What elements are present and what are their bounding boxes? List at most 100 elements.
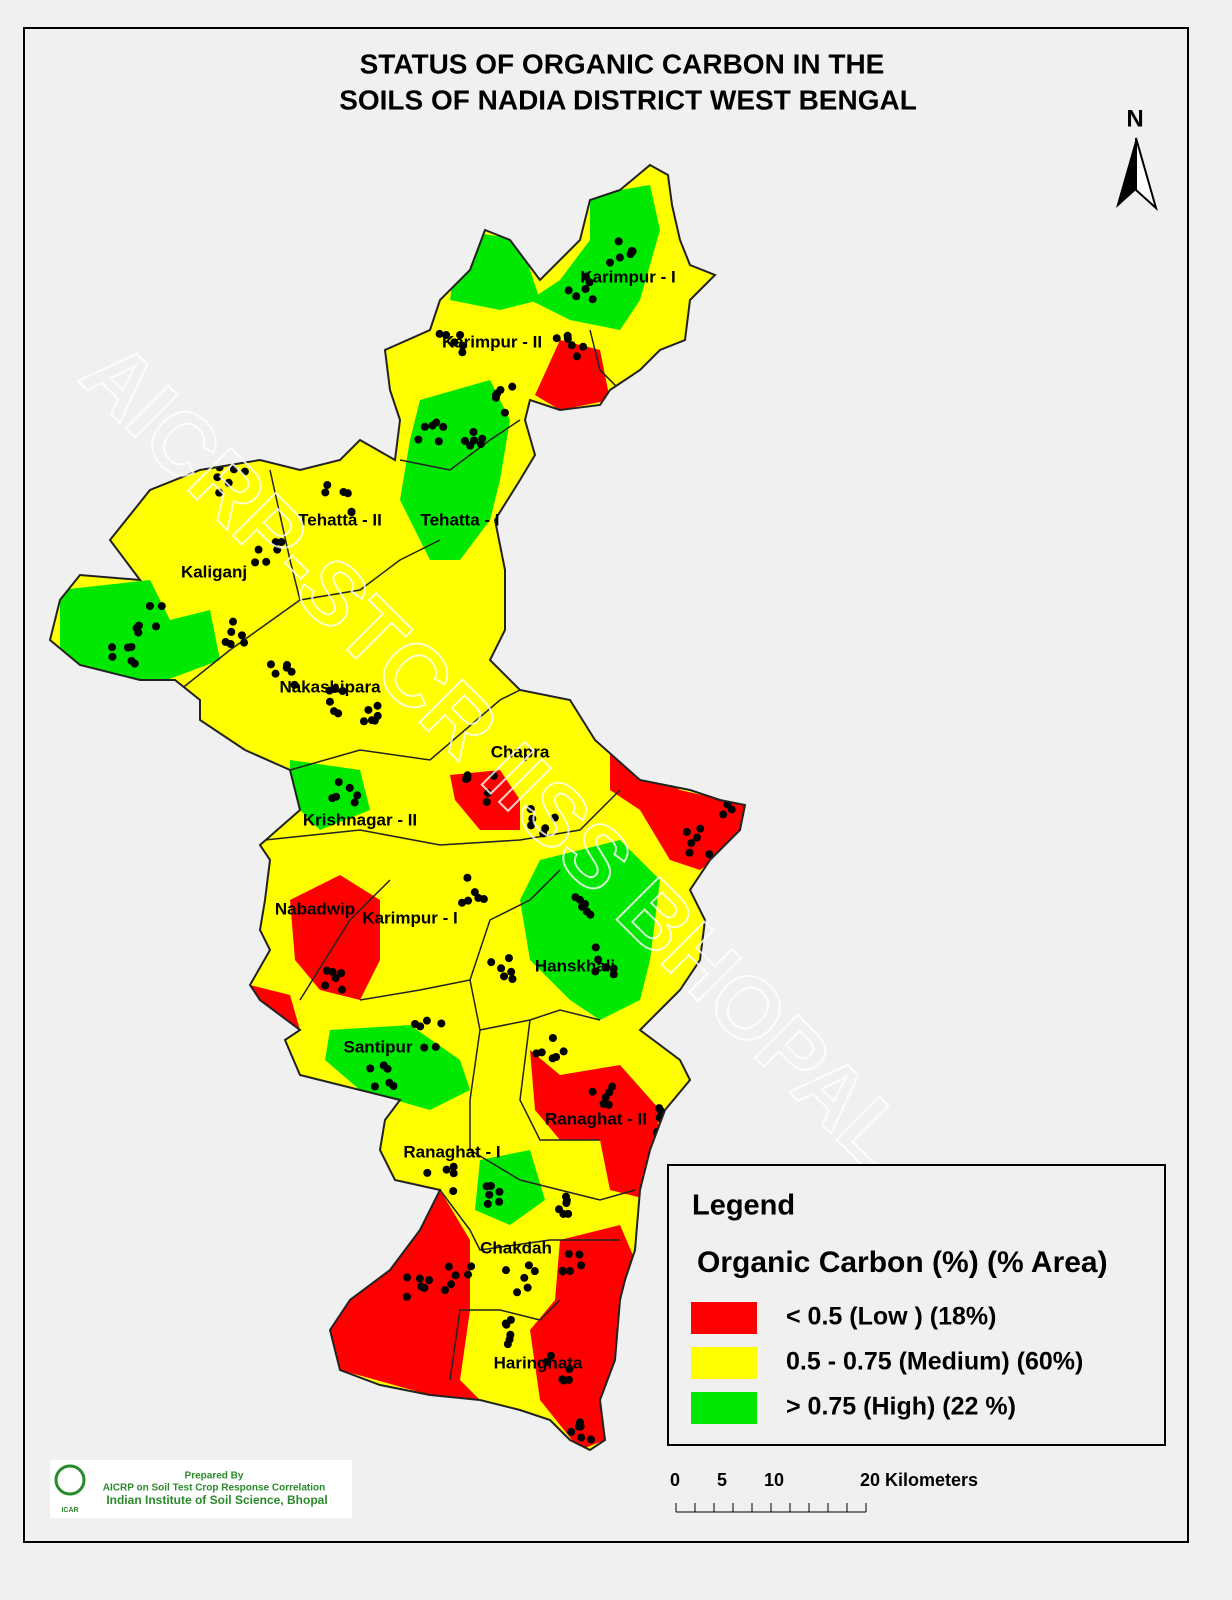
sample-point xyxy=(614,237,623,246)
legend-items: < 0.5 (Low ) (18%) 0.5 - 0.75 (Medium) (6… xyxy=(691,1302,1083,1424)
sample-point xyxy=(685,848,694,857)
sample-point xyxy=(508,975,517,984)
sample-point xyxy=(328,794,337,803)
legend-label: > 0.75 (High) (22 %) xyxy=(786,1393,1016,1421)
sample-point xyxy=(464,896,473,905)
sample-point xyxy=(229,465,238,474)
block-boundaries xyxy=(179,329,636,1381)
sample-point xyxy=(434,437,443,446)
sample-point xyxy=(503,1340,512,1349)
sample-point xyxy=(562,1199,571,1208)
sample-point xyxy=(441,1286,450,1295)
sample-point xyxy=(575,1250,584,1259)
sample-point xyxy=(458,348,467,357)
sample-point xyxy=(609,970,618,979)
sample-point xyxy=(215,488,224,497)
sample-point xyxy=(548,1034,557,1043)
block-label: Kaliganj xyxy=(181,562,247,581)
logo xyxy=(54,1464,86,1496)
sample-point xyxy=(615,253,624,262)
sample-point xyxy=(559,1376,568,1385)
sample-point xyxy=(692,833,701,842)
sample-point xyxy=(586,1435,595,1444)
sample-point xyxy=(383,1064,392,1073)
sample-point xyxy=(262,557,271,566)
sample-point xyxy=(290,680,299,689)
sample-point xyxy=(464,1270,473,1279)
sample-point xyxy=(237,631,246,640)
sample-point xyxy=(528,814,537,823)
sample-point xyxy=(550,813,559,822)
boundary xyxy=(269,469,441,601)
sample-point xyxy=(373,711,382,720)
credit-box xyxy=(50,1460,352,1518)
north-arrow xyxy=(1116,138,1136,208)
sample-point xyxy=(345,783,354,792)
boundary xyxy=(299,879,391,1001)
sample-point xyxy=(273,545,282,554)
sample-point xyxy=(581,285,590,294)
legend-swatch xyxy=(691,1392,757,1424)
sample-point xyxy=(526,805,535,814)
sample-point xyxy=(581,272,590,281)
sample-point xyxy=(495,1187,504,1196)
block-label: Tehatta - I xyxy=(420,510,499,529)
sample-point xyxy=(325,697,334,706)
sample-point xyxy=(608,1082,617,1091)
sample-point xyxy=(577,1261,586,1270)
sample-point xyxy=(591,943,600,952)
sample-point xyxy=(504,954,513,963)
sample-point xyxy=(420,422,429,431)
sample-point xyxy=(567,1427,576,1436)
sample-point xyxy=(530,1267,539,1276)
sample-point xyxy=(442,1165,451,1174)
sample-point xyxy=(449,1169,458,1178)
sample-point xyxy=(604,1100,613,1109)
sample-point xyxy=(682,827,691,836)
sample-point xyxy=(108,652,117,661)
sample-point xyxy=(402,1273,411,1282)
sample-point xyxy=(439,422,448,431)
sample-point xyxy=(469,427,478,436)
sample-point xyxy=(282,663,291,672)
north-arrow xyxy=(1135,137,1158,212)
sample-point xyxy=(321,488,330,497)
boundary xyxy=(449,1309,461,1381)
map-title: STATUS OF ORGANIC CARBON IN THE xyxy=(360,48,885,79)
sample-point xyxy=(145,601,154,610)
sample-point xyxy=(428,421,437,430)
sample-point xyxy=(572,352,581,361)
sample-point xyxy=(334,709,343,718)
north-label: N xyxy=(1126,105,1143,132)
scale-label: 10 xyxy=(764,1470,784,1490)
sample-point xyxy=(323,481,332,490)
sample-point xyxy=(157,602,166,611)
sample-point xyxy=(367,716,376,725)
boundary xyxy=(359,869,561,1001)
sample-point xyxy=(467,1262,476,1271)
block-label: Karimpur - I xyxy=(362,908,457,927)
sample-point xyxy=(523,1283,532,1292)
credit-prepared: Prepared By xyxy=(185,1471,244,1482)
sample-point xyxy=(325,686,334,695)
sample-point xyxy=(588,1087,597,1096)
sample-point xyxy=(366,1064,375,1073)
sample-point xyxy=(563,331,572,340)
sample-point xyxy=(402,1292,411,1301)
sample-point xyxy=(497,964,506,973)
sample-point xyxy=(240,467,249,476)
sample-point xyxy=(331,974,340,983)
sample-point xyxy=(483,1199,492,1208)
sample-point xyxy=(687,839,696,848)
sample-point xyxy=(152,622,161,631)
sample-point xyxy=(338,686,347,695)
sample-point xyxy=(495,1197,504,1206)
sample-point xyxy=(431,1042,440,1051)
sample-point xyxy=(134,621,143,630)
block-label: Haringhata xyxy=(494,1353,583,1372)
sample-point xyxy=(696,824,705,833)
block-label: Karimpur - II xyxy=(442,332,542,351)
sample-point xyxy=(321,981,330,990)
sample-point xyxy=(572,292,581,301)
